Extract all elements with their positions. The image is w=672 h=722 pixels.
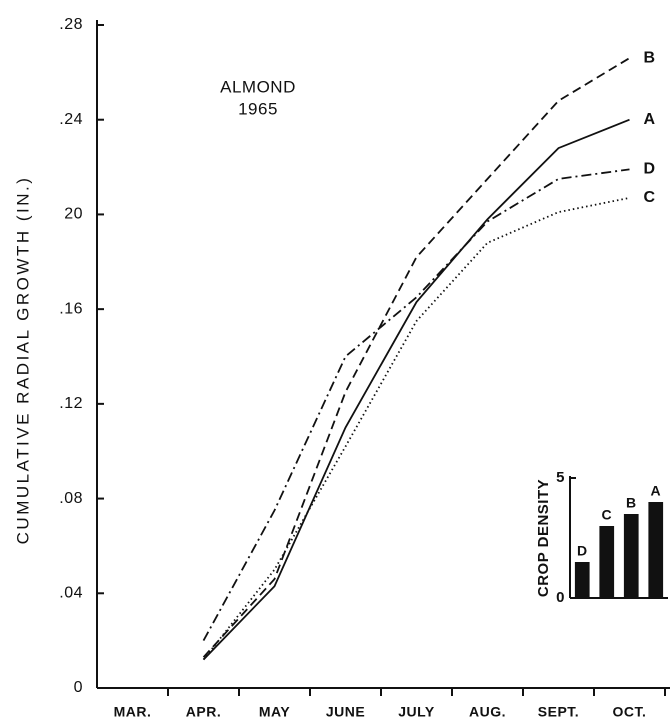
y-tick-label: .12	[59, 395, 83, 412]
series-label: A	[644, 111, 656, 128]
series-line	[202, 118, 630, 661]
y-tick-label: .08	[59, 490, 83, 507]
series-line	[202, 168, 630, 642]
series-label: C	[644, 189, 656, 206]
x-tick-label: JUNE	[326, 704, 365, 720]
y-tick-label: 0	[74, 679, 83, 696]
x-tick-label: AUG.	[469, 704, 506, 720]
bar-label: B	[626, 495, 637, 511]
series-label: D	[644, 161, 656, 178]
y-tick-label: .04	[59, 585, 83, 602]
annotation: ALMOND	[220, 77, 296, 96]
bar-label: D	[577, 543, 588, 559]
y-tick-label: .28	[59, 16, 83, 33]
x-tick-label: MAR.	[114, 704, 152, 720]
inset-y-tick-label: 0	[556, 589, 565, 606]
inset-y-label: CROP DENSITY	[535, 479, 552, 597]
bar	[648, 502, 664, 598]
series-line	[202, 197, 630, 661]
bar-label: A	[650, 483, 661, 499]
y-axis-label: CUMULATIVE RADIAL GROWTH (IN.)	[13, 176, 32, 545]
series-line	[202, 57, 630, 658]
bar	[599, 526, 615, 598]
y-tick-label: 20	[64, 206, 83, 223]
bar	[574, 562, 590, 598]
series-label: B	[644, 49, 656, 66]
x-tick-label: SEPT.	[538, 704, 579, 720]
y-tick-label: .24	[59, 111, 83, 128]
bar	[623, 514, 639, 598]
inset-y-tick-label: 5	[556, 469, 565, 486]
annotation: 1965	[238, 99, 278, 118]
x-tick-label: OCT.	[613, 704, 647, 720]
bar-label: C	[601, 507, 612, 523]
x-tick-label: JULY	[398, 704, 435, 720]
x-tick-label: MAY	[259, 704, 290, 720]
x-tick-label: APR.	[186, 704, 221, 720]
y-tick-label: .16	[59, 300, 83, 317]
